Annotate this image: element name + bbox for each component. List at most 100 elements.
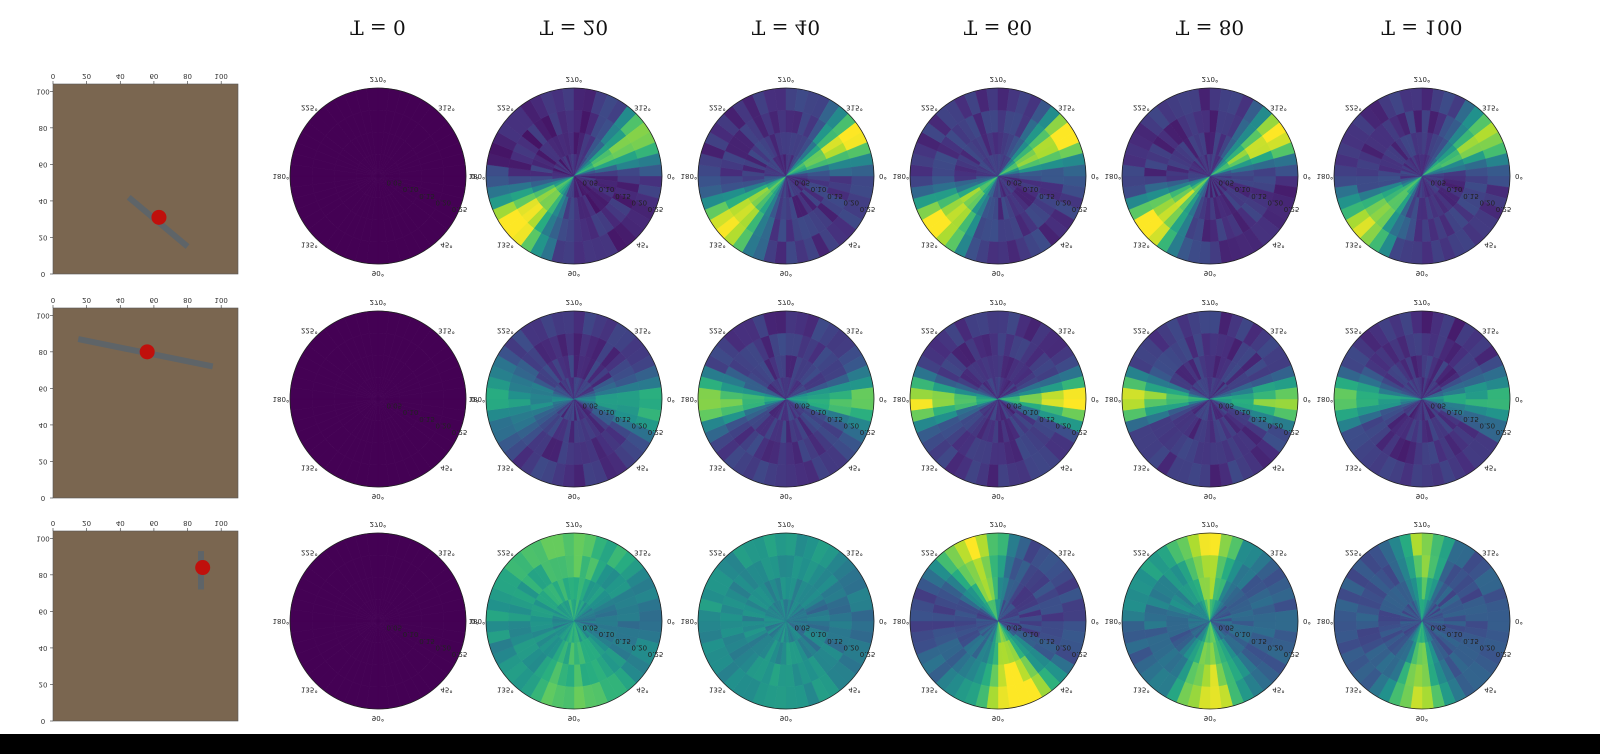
polar-angle-label: 180° [469, 617, 486, 625]
polar-angle-tick: 0° [1515, 172, 1523, 180]
map-ytick-label: 20 [39, 680, 48, 688]
polar-angle-label: 135° [921, 241, 938, 249]
polar-angle-label: 315° [1270, 103, 1287, 111]
polar-angle-label: 135° [1133, 241, 1150, 249]
polar-radius-label: 0.10 [403, 408, 419, 416]
map-ytick: 60 [39, 384, 48, 392]
polar-angle-tick: 225° [709, 548, 726, 556]
map-xtick: 100 [214, 296, 227, 304]
polar-heatmap-r1-c0: 270°315°0°45°90°135°180°225°0.050.100.15… [273, 298, 479, 500]
map-xtick: 80 [183, 296, 192, 304]
map-ytick-label: 40 [39, 421, 48, 429]
polar-radius-tick: 0.05 [795, 179, 811, 187]
polar-radius-tick: 0.15 [419, 192, 435, 200]
polar-angle-tick: 315° [1058, 103, 1075, 111]
polar-angle-tick: 45° [440, 464, 452, 472]
map-xtick-label: 60 [149, 296, 158, 304]
map-ytick-label: 100 [36, 87, 49, 95]
polar-angle-label: 45° [1060, 686, 1072, 694]
polar-radius-tick: 0.05 [583, 624, 599, 632]
polar-angle-label: 90° [992, 269, 1004, 277]
polar-angle-label: 90° [568, 714, 580, 722]
polar-angle-label: 90° [1416, 714, 1428, 722]
polar-angle-label: 180° [469, 395, 486, 403]
polar-angle-label: 225° [1345, 326, 1362, 334]
polar-radius-label: 0.25 [1072, 428, 1088, 436]
polar-radius-label: 0.25 [452, 650, 468, 658]
polar-radius-label: 0.10 [599, 185, 615, 193]
polar-radius-label: 0.25 [860, 428, 876, 436]
polar-angle-label: 45° [1484, 686, 1496, 694]
polar-angle-label: 225° [497, 103, 514, 111]
polar-angle-label: 270° [370, 298, 387, 306]
polar-radius-tick: 0.25 [452, 650, 468, 658]
polar-angle-label: 270° [566, 520, 583, 528]
polar-radius-tick: 0.25 [1284, 205, 1300, 213]
polar-heatmap-r1-c3: 270° 315° 0° 45° 90° 135° 180° 225° 0.050.100.15… [893, 298, 1099, 500]
scene-agent [195, 560, 211, 576]
scene-ground [52, 530, 239, 722]
polar-angle-label: 225° [1133, 548, 1150, 556]
polar-radius-tick: 0.25 [452, 428, 468, 436]
map-ytick-label: 60 [39, 607, 48, 615]
polar-angle-tick: 45° [1272, 241, 1284, 249]
polar-radius-label: 0.15 [827, 192, 843, 200]
polar-angle-tick: 45° [1060, 241, 1072, 249]
polar-radius-tick: 0.10 [1023, 185, 1039, 193]
scene-ground [52, 83, 239, 275]
map-xtick-label: 60 [149, 72, 158, 80]
polar-radius-tick: 0.10 [1447, 185, 1463, 193]
polar-angle-tick: 315° [1482, 326, 1499, 334]
polar-angle-label: 0° [879, 617, 887, 625]
column-title-0: T = 0 [350, 16, 406, 40]
polar-angle-label: 180° [893, 617, 910, 625]
scene-agent [139, 344, 155, 360]
polar-radius-tick: 0.10 [599, 630, 615, 638]
polar-angle-label: 135° [921, 686, 938, 694]
polar-radius-label: 0.20 [1268, 421, 1284, 429]
polar-angle-label: 270° [370, 75, 387, 83]
map-ytick: 60 [39, 160, 48, 168]
polar-angle-label: 90° [1204, 269, 1216, 277]
polar-angle-tick: 135° [301, 686, 318, 694]
polar-radius-label: 0.20 [844, 421, 860, 429]
polar-angle-label: 180° [273, 395, 290, 403]
polar-angle-tick: 90° [1416, 269, 1428, 277]
polar-angle-tick: 315° [846, 548, 863, 556]
polar-angle-label: 45° [848, 464, 860, 472]
polar-angle-tick: 90° [372, 714, 384, 722]
polar-radius-tick: 0.10 [599, 185, 615, 193]
polar-radius-tick: 0.05 [387, 402, 403, 410]
polar-radius-label: 0.15 [419, 637, 435, 645]
polar-radius-label: 0.10 [811, 185, 827, 193]
map-xtick: 60 [149, 519, 158, 527]
polar-angle-label: 225° [1133, 103, 1150, 111]
polar-radius-label: 0.05 [1431, 624, 1447, 632]
polar-radius-tick: 0.25 [648, 428, 664, 436]
polar-heatmap-r2-c3: 270° 315° 0° 45° 90° 135° 180° 225° 0.050.100.15… [893, 520, 1099, 722]
polar-angle-tick: 270° [370, 75, 387, 83]
polar-radius-label: 0.20 [1056, 421, 1072, 429]
polar-radius-tick: 0.25 [1496, 428, 1512, 436]
polar-radius-label: 0.25 [452, 205, 468, 213]
polar-radius-label: 0.25 [1072, 205, 1088, 213]
polar-angle-tick: 225° [921, 326, 938, 334]
polar-radius-tick: 0.25 [1072, 428, 1088, 436]
polar-angle-tick: 0° [667, 395, 675, 403]
polar-angle-tick: 135° [497, 464, 514, 472]
polar-angle-tick: 315° [438, 103, 455, 111]
polar-angle-tick: 0° [1091, 172, 1099, 180]
polar-radius-label: 0.25 [1496, 428, 1512, 436]
polar-radius-label: 0.20 [1056, 643, 1072, 651]
polar-radius-label: 0.25 [1496, 205, 1512, 213]
polar-radius-tick: 0.05 [583, 179, 599, 187]
polar-angle-label: 135° [301, 686, 318, 694]
polar-radius-label: 0.25 [1284, 205, 1300, 213]
polar-angle-tick: 180° [469, 617, 486, 625]
polar-radius-tick: 0.15 [1251, 192, 1267, 200]
polar-angle-tick: 270° [1202, 298, 1219, 306]
polar-angle-tick: 270° [566, 520, 583, 528]
polar-heatmap-r2-c0: 270°315°0°45°90°135°180°225°0.050.100.15… [273, 520, 479, 722]
polar-heatmap-r2-c4: 270° 315° 0° 45° 90° 135° 180° 225° 0.050.100.15… [1105, 520, 1311, 722]
polar-angle-tick: 225° [921, 103, 938, 111]
